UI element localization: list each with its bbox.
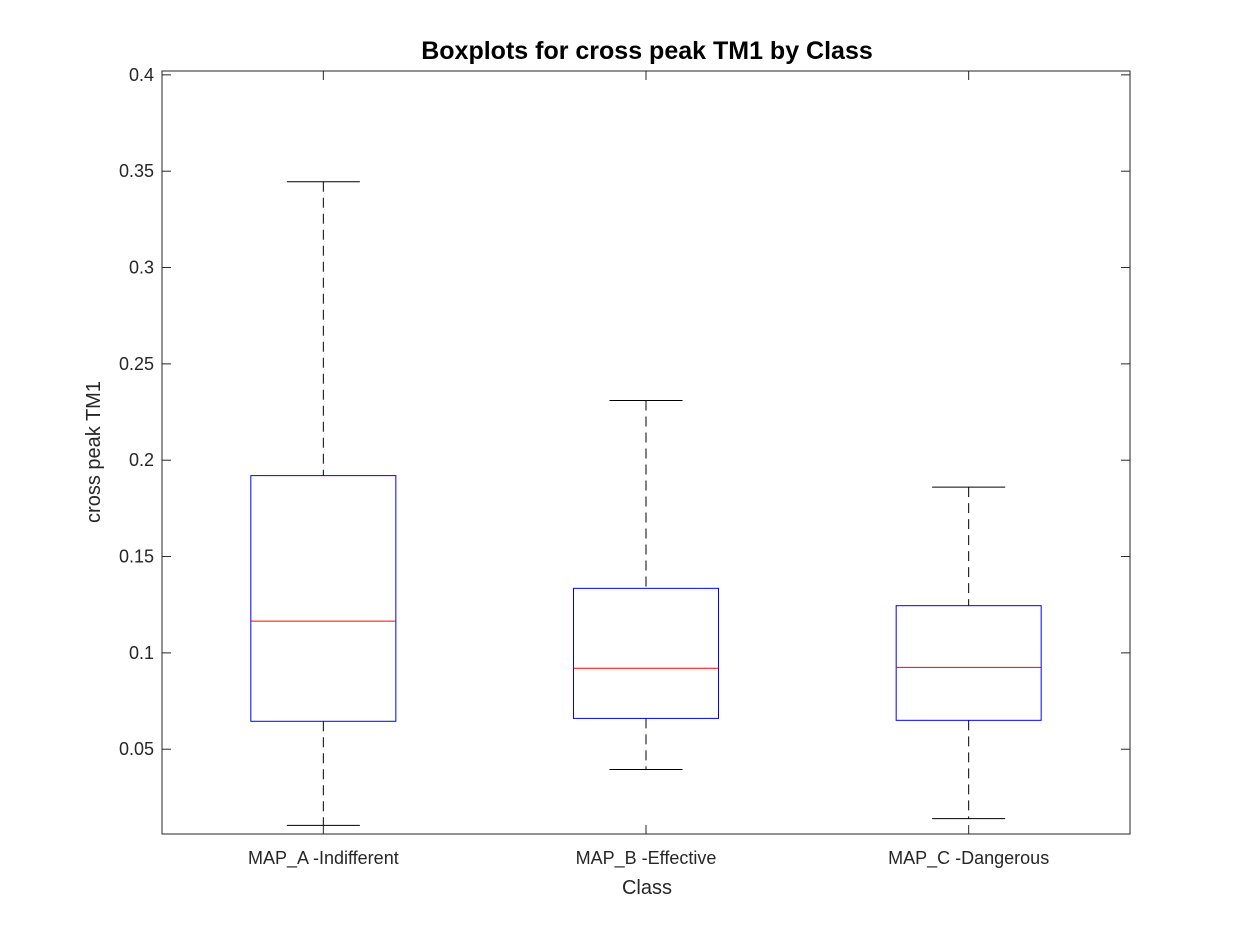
y-tick-label: 0.2 [129,450,154,470]
y-tick-label: 0.05 [119,739,154,759]
x-tick-label: MAP_A -Indifferent [248,848,399,869]
box [895,605,1042,721]
y-tick-label: 0.15 [119,547,154,567]
y-tick-label: 0.1 [129,643,154,663]
x-tick-label: MAP_B -Effective [576,848,717,869]
y-tick-label: 0.25 [119,354,154,374]
y-axis-label: cross peak TM1 [83,381,105,523]
x-tick-label: MAP_C -Dangerous [888,848,1049,869]
y-tick-label: 0.3 [129,258,154,278]
y-tick-label: 0.35 [119,161,154,181]
y-tick-label: 0.4 [129,65,154,85]
x-axis-label: Class [622,877,672,899]
box [573,587,719,719]
box [250,475,397,722]
chart-title: Boxplots for cross peak TM1 by Class [421,37,873,65]
